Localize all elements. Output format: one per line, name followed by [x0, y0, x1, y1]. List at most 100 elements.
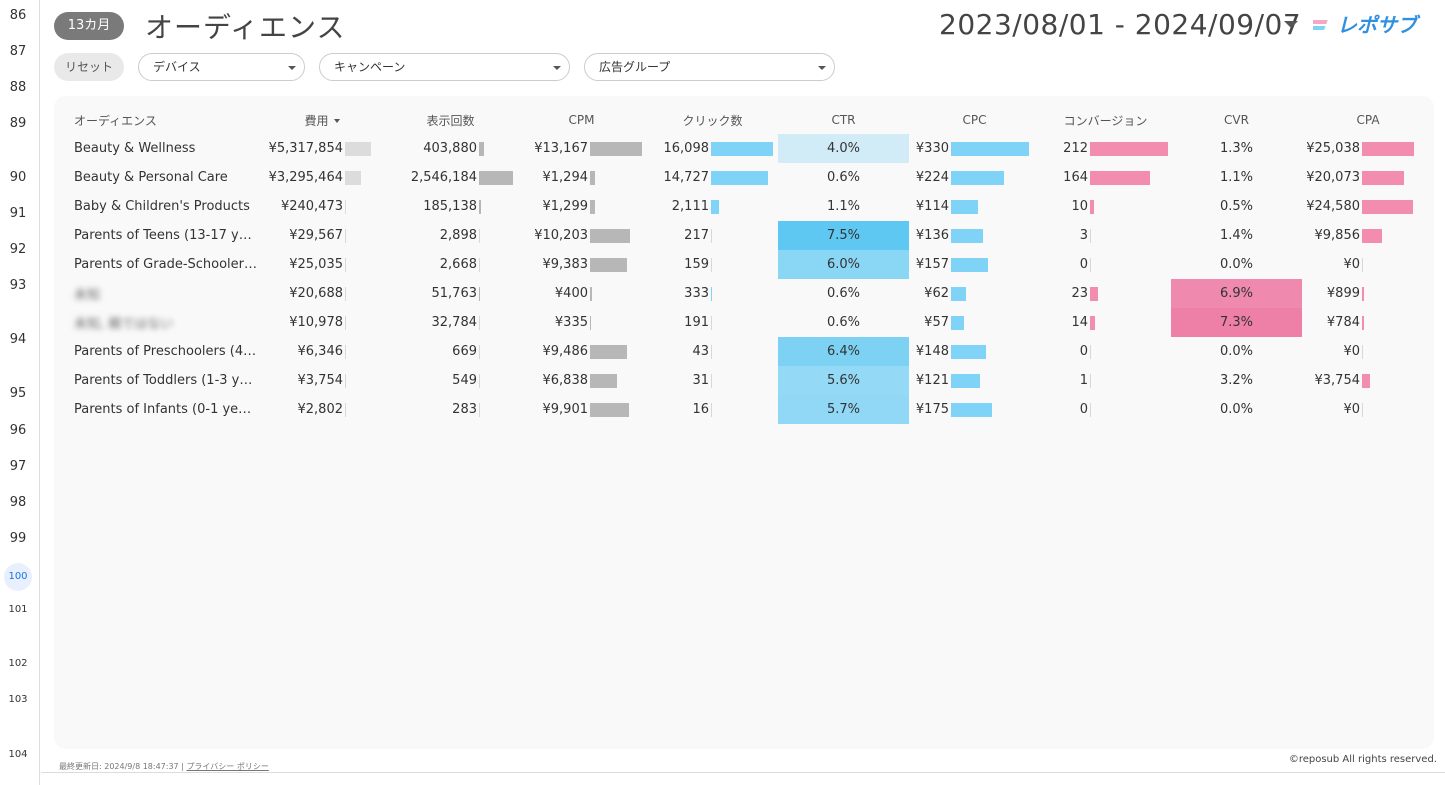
- row-number-gutter: 86 87 88 89 90 91 92 93 94 95 96 97 98 99 100 101 102 103…: [0, 0, 40, 785]
- cpm-value: ¥10,203: [534, 228, 588, 243]
- row-number[interactable]: 97: [9, 459, 27, 474]
- conversions-bar: [1090, 141, 1168, 156]
- col-header-cvr[interactable]: CVR: [1224, 113, 1249, 127]
- date-range-dropdown-icon[interactable]: [1284, 21, 1298, 28]
- row-number[interactable]: 100: [4, 563, 32, 591]
- cpa-bar: [1362, 257, 1363, 272]
- cpa-bar: [1362, 315, 1364, 330]
- row-number[interactable]: 103: [8, 694, 28, 705]
- row-number[interactable]: 104: [8, 749, 28, 760]
- conversions-bar: [1090, 344, 1091, 359]
- col-header-cost[interactable]: 費用: [259, 106, 385, 134]
- cvr-cell: 0.0%: [1219, 344, 1254, 359]
- impressions-value: 185,138: [423, 199, 477, 214]
- conversions-cell: 164: [1040, 163, 1171, 192]
- impressions-bar: [479, 228, 480, 243]
- cpa-bar: [1362, 286, 1364, 301]
- row-number[interactable]: 102: [8, 658, 28, 669]
- col-header-cpc[interactable]: CPC: [962, 113, 987, 127]
- cvr-cell: 0.0%: [1219, 402, 1254, 417]
- col-header-clicks[interactable]: クリック数: [682, 113, 743, 128]
- footer-meta: 最終更新日: 2024/9/8 18:47:37 | プライバシー ポリシー: [59, 761, 269, 772]
- col-header-impressions[interactable]: 表示回数: [426, 113, 475, 128]
- table-row: Parents of Teens (13-17 ye… ¥29,567 2,898 ¥…: [54, 221, 1434, 250]
- cost-value: ¥3,295,464: [268, 170, 343, 185]
- clicks-bar: [711, 344, 712, 359]
- cpm-value: ¥9,901: [542, 402, 589, 417]
- date-range[interactable]: 2023/08/01 - 2024/09/07: [939, 8, 1302, 41]
- cvr-cell: 0.5%: [1219, 199, 1254, 214]
- period-pill[interactable]: 13カ月: [54, 12, 124, 40]
- col-header-cpm[interactable]: CPM: [568, 113, 595, 127]
- row-number[interactable]: 90: [9, 170, 27, 185]
- conversions-value: 164: [1063, 170, 1088, 185]
- col-header-cpa[interactable]: CPA: [1356, 113, 1380, 127]
- impressions-value: 32,784: [431, 315, 478, 330]
- reset-button[interactable]: リセット: [54, 53, 124, 81]
- cpc-cell: ¥62: [909, 279, 1040, 308]
- row-number[interactable]: 96: [9, 423, 27, 438]
- cost-bar: [345, 315, 346, 330]
- cpa-cell: ¥24,580: [1302, 192, 1434, 221]
- row-number[interactable]: 88: [9, 80, 27, 95]
- ctr-cell: 5.6%: [778, 366, 909, 395]
- clicks-bar: [711, 141, 773, 156]
- device-filter-dropdown[interactable]: デバイス: [138, 53, 305, 81]
- report-page: 13カ月 オーディエンス 2023/08/01 - 2024/09/07 レポサ…: [41, 0, 1445, 785]
- conversions-bar: [1090, 228, 1091, 243]
- audience-name: Beauty & Wellness: [74, 141, 196, 156]
- row-number[interactable]: 99: [9, 531, 27, 546]
- conversions-value: 14: [1071, 315, 1088, 330]
- cpa-value: ¥20,073: [1306, 170, 1360, 185]
- row-number[interactable]: 89: [9, 116, 27, 131]
- row-number[interactable]: 87: [9, 44, 27, 59]
- cpc-bar: [951, 228, 983, 243]
- conversions-bar: [1090, 402, 1091, 417]
- device-filter-label: デバイス: [153, 60, 201, 74]
- cpc-bar: [951, 257, 988, 272]
- cpa-value: ¥0: [1343, 344, 1360, 359]
- row-number[interactable]: 101: [8, 604, 28, 615]
- cpm-value: ¥335: [554, 315, 588, 330]
- row-number[interactable]: 91: [9, 206, 27, 221]
- table-row: Parents of Preschoolers (4-… ¥6,346 669 ¥9,…: [54, 337, 1434, 366]
- cpm-cell: ¥400: [516, 279, 647, 308]
- cvr-cell: 1.1%: [1219, 170, 1254, 185]
- privacy-policy-link[interactable]: プライバシー ポリシー: [186, 762, 269, 771]
- row-number[interactable]: 93: [9, 278, 27, 293]
- cpc-value: ¥330: [915, 141, 949, 156]
- last-updated: 最終更新日: 2024/9/8 18:47:37: [59, 762, 179, 771]
- cpc-value: ¥121: [915, 373, 949, 388]
- cost-bar: [345, 373, 346, 388]
- cost-bar: [345, 257, 346, 272]
- clicks-cell: 14,727: [647, 163, 778, 192]
- col-header-ctr[interactable]: CTR: [831, 113, 856, 127]
- cpa-value: ¥0: [1343, 257, 1360, 272]
- campaign-filter-dropdown[interactable]: キャンペーン: [319, 53, 570, 81]
- cpa-cell: ¥3,754: [1302, 366, 1434, 395]
- audience-name: Parents of Grade-Schooler…: [74, 257, 258, 272]
- row-number[interactable]: 86: [9, 8, 27, 23]
- conversions-value: 10: [1071, 199, 1088, 214]
- conversions-cell: 1: [1040, 366, 1171, 395]
- clicks-value: 16,098: [663, 141, 710, 156]
- impressions-bar: [479, 141, 484, 156]
- cost-cell: ¥240,473: [259, 192, 385, 221]
- adgroup-filter-dropdown[interactable]: 広告グループ: [584, 53, 835, 81]
- cpm-value: ¥400: [554, 286, 588, 301]
- cvr-cell: 1.4%: [1219, 228, 1254, 243]
- col-header-audience[interactable]: オーディエンス: [74, 113, 157, 128]
- cpc-value: ¥136: [915, 228, 949, 243]
- impressions-value: 2,898: [439, 228, 477, 243]
- table-row: Baby & Children's Products ¥240,473 185,13…: [54, 192, 1434, 221]
- impressions-cell: 2,546,184: [385, 163, 516, 192]
- conversions-cell: 0: [1040, 395, 1171, 424]
- cpm-bar: [590, 199, 595, 214]
- row-number[interactable]: 98: [9, 495, 27, 510]
- row-number[interactable]: 95: [9, 386, 27, 401]
- col-header-conversions[interactable]: コンバージョン: [1063, 113, 1148, 128]
- audience-name: 未知, 親ではない: [74, 317, 174, 332]
- row-number[interactable]: 92: [9, 242, 27, 257]
- row-number[interactable]: 94: [9, 332, 27, 347]
- impressions-bar: [479, 373, 480, 388]
